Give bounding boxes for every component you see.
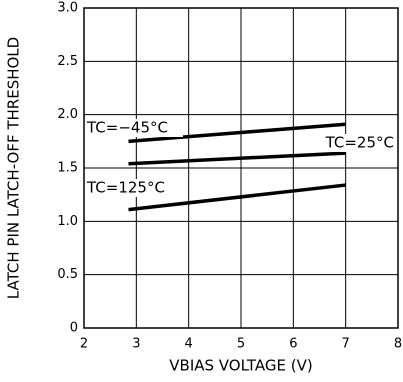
series-label-bg <box>85 119 183 137</box>
x-tick-label: 2 <box>80 337 88 352</box>
x-tick-label: 7 <box>342 337 350 352</box>
line-series <box>128 151 346 166</box>
y-tick-label: 3.0 <box>57 1 78 16</box>
series-label: TC=125°C <box>86 179 165 197</box>
x-tick-label: 3 <box>132 337 140 352</box>
y-tick-label: 0.5 <box>57 267 78 282</box>
series-label-bg <box>298 134 396 152</box>
series-label: TC=−45°C <box>86 119 168 137</box>
y-tick-label: 0 <box>70 321 78 336</box>
y-axis-label: LATCH PIN LATCH-OFF THRESHOLD <box>5 37 23 299</box>
x-tick-label: 4 <box>185 337 193 352</box>
y-tick-label: 1.5 <box>57 161 78 176</box>
y-tick-label: 2.0 <box>57 107 78 122</box>
x-tick-label: 8 <box>394 337 402 352</box>
x-axis-label: VBIAS VOLTAGE (V) <box>169 357 312 375</box>
y-tick-label: 1.0 <box>57 214 78 229</box>
series-label: TC=25°C <box>325 134 394 152</box>
x-tick-label: 6 <box>289 337 297 352</box>
y-tick-label: 2.5 <box>57 54 78 69</box>
line-series <box>128 183 346 212</box>
x-tick-label: 5 <box>237 337 245 352</box>
series-label-bg <box>85 179 183 197</box>
line-series <box>128 122 346 144</box>
